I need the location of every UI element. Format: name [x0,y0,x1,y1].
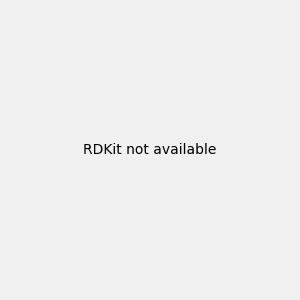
Text: RDKit not available: RDKit not available [83,143,217,157]
